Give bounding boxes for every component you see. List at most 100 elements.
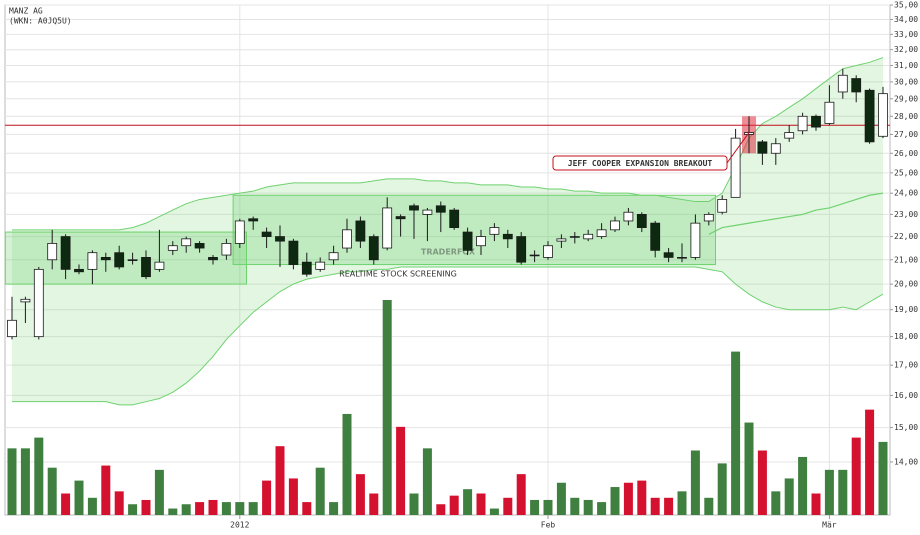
volume-bar: [771, 491, 781, 515]
volume-bar: [516, 474, 526, 515]
y-tick-label: 19,00: [894, 305, 918, 314]
candle-body: [181, 238, 192, 247]
volume-bar: [784, 478, 794, 515]
volume-bar: [235, 502, 245, 515]
watermark-sub: REALTIME STOCK SCREENING: [339, 270, 457, 279]
volume-bar: [409, 493, 419, 515]
volume-bar: [503, 497, 513, 515]
chart-subtitle: (WKN: A0JQ5U): [9, 17, 72, 26]
watermark: TRADERFOX: [421, 248, 476, 257]
volume-bar: [195, 502, 205, 515]
candle-body: [33, 268, 44, 338]
y-tick-label: 20,00: [894, 280, 918, 289]
candle-body: [87, 252, 98, 270]
volume-bar: [851, 437, 861, 515]
candle-body: [328, 252, 339, 261]
candle-body: [261, 231, 272, 237]
annotation-box: [552, 155, 728, 171]
volume-bar: [168, 508, 178, 515]
candle-body: [797, 115, 808, 132]
candle-body: [556, 238, 567, 242]
annotation-arrow: [726, 132, 750, 164]
candle-body: [516, 236, 527, 263]
channel: [4, 231, 247, 285]
volume-bar: [597, 502, 607, 515]
y-tick-label: 26,00: [894, 149, 918, 158]
candle-body: [114, 252, 125, 268]
x-tick-label: Mär: [822, 521, 837, 530]
y-tick-label: 18,00: [894, 332, 918, 341]
channel: [232, 194, 716, 266]
lower-band: [12, 266, 884, 406]
candle-body: [730, 137, 741, 198]
volume-bar: [329, 502, 339, 515]
candle-body: [315, 261, 326, 270]
candle-body: [502, 233, 513, 240]
candle-body: [837, 74, 848, 93]
volume-bar: [302, 502, 312, 515]
volume-bar: [355, 474, 365, 515]
volume-bar: [677, 491, 687, 515]
volume-bar: [690, 450, 700, 515]
volume-bar: [221, 502, 231, 515]
y-tick-label: 32,00: [894, 45, 918, 54]
x-tick-label: 2012: [230, 521, 249, 530]
volume-bar: [315, 467, 325, 515]
volume-bar: [262, 480, 272, 515]
volume-bar: [623, 482, 633, 515]
candle-body: [583, 233, 594, 240]
volume-bar: [87, 497, 97, 515]
candle-body: [435, 205, 446, 213]
volume-bar: [114, 491, 124, 515]
candle-body: [355, 220, 366, 242]
candle-body: [703, 214, 714, 222]
volume-bar: [128, 504, 138, 515]
candle-body: [234, 220, 245, 244]
volume-bar: [101, 465, 111, 515]
volume-bar: [382, 300, 392, 515]
candle-body: [717, 199, 728, 213]
candle-body: [422, 209, 433, 215]
volume-bar: [489, 508, 499, 515]
candle-body: [20, 298, 31, 303]
y-tick-label: 16,00: [894, 391, 918, 400]
volume-bar: [476, 493, 486, 515]
candle-body: [462, 231, 473, 251]
candle-body: [221, 243, 232, 256]
candle-body: [770, 143, 781, 154]
volume-bar: [208, 499, 218, 515]
candle-body: [596, 229, 607, 237]
candle-body: [7, 319, 17, 338]
volume-bar: [181, 504, 191, 515]
y-tick-label: 15,00: [894, 423, 918, 432]
candle-body: [757, 141, 768, 154]
y-tick-label: 22,00: [894, 232, 918, 241]
candle-body: [208, 257, 218, 261]
candle-body: [382, 207, 393, 249]
volume-bar: [583, 499, 593, 515]
candle-body: [636, 214, 647, 228]
y-tick-label: 24,00: [894, 189, 918, 198]
candle-body: [47, 243, 58, 261]
y-tick-label: 35,00: [894, 1, 918, 10]
volume-bar: [463, 489, 473, 515]
candle-body: [476, 236, 486, 247]
volume-bar: [744, 422, 754, 515]
candle-body: [784, 132, 795, 139]
volume-bar: [74, 480, 84, 515]
candle-body: [677, 257, 687, 259]
y-tick-label: 30,00: [894, 77, 918, 86]
volume-bar: [248, 502, 258, 515]
volume-bar: [20, 448, 30, 515]
volume-bar: [664, 497, 674, 515]
candle-body: [395, 216, 406, 220]
candle-body: [864, 89, 875, 143]
candle-body: [194, 243, 205, 249]
candle-body: [824, 101, 835, 124]
candle-body: [301, 261, 312, 275]
candle-body: [154, 261, 165, 270]
volume-bar: [637, 480, 647, 515]
volume-bar: [717, 463, 727, 515]
y-tick-label: 17,00: [894, 361, 918, 370]
candle-body: [449, 209, 460, 228]
